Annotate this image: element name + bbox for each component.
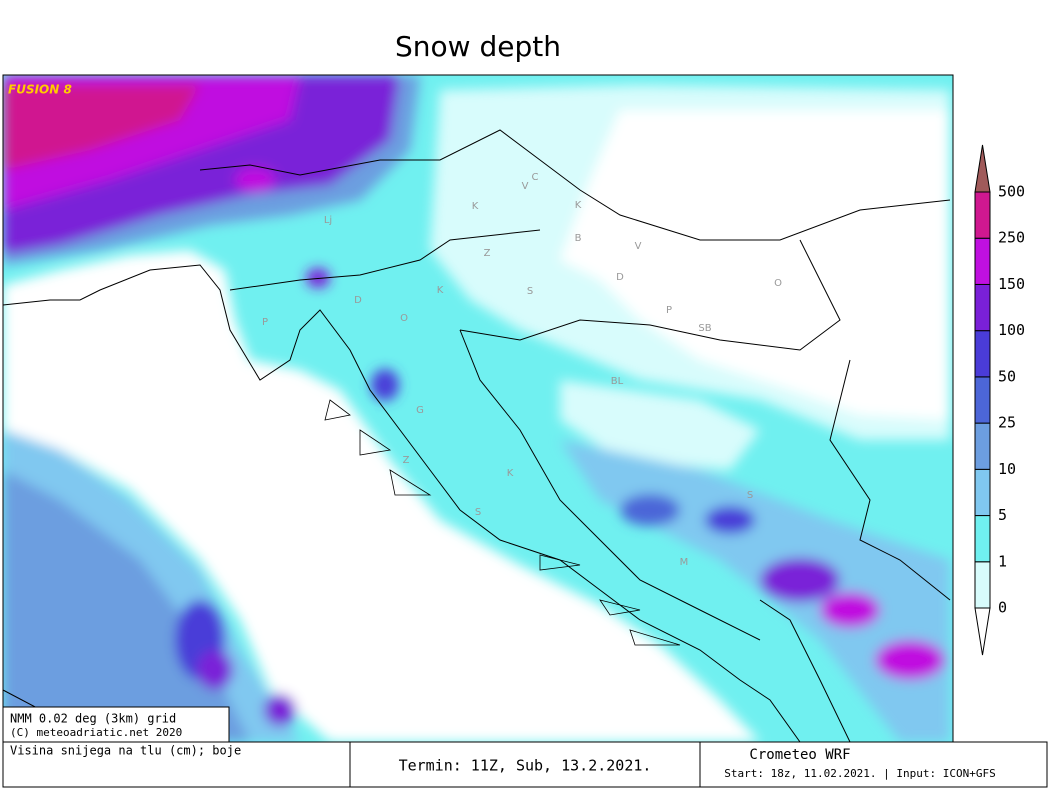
place-label: G: [416, 405, 424, 416]
termin: Termin: 11Z, Sub, 13.2.2021.: [399, 757, 652, 775]
model-tag: FUSION 8: [8, 83, 72, 97]
legend-label: 0: [998, 599, 1007, 617]
legend-label: 50: [998, 367, 1016, 385]
place-label: SB: [698, 323, 711, 334]
legend-label: 5: [998, 506, 1007, 524]
legend-label: 150: [998, 275, 1025, 293]
place-label: M: [680, 557, 689, 568]
legend-box: [974, 561, 991, 609]
model-name: Crometeo WRF: [749, 747, 850, 763]
place-label: Z: [484, 248, 491, 259]
place-label: K: [437, 285, 444, 296]
legend-box: [974, 376, 991, 424]
place-label: S: [747, 490, 753, 501]
place-label: K: [472, 201, 479, 212]
legend-high: [974, 144, 991, 193]
place-label: O: [774, 278, 782, 289]
legend-box: [974, 515, 991, 563]
info-box: [2, 706, 230, 743]
legend-label: 500: [998, 183, 1025, 201]
place-label: P: [666, 305, 672, 316]
place-label: Lj: [324, 215, 332, 226]
place-label: D: [354, 295, 362, 306]
legend-label: 1: [998, 552, 1007, 570]
legend-label: 250: [998, 229, 1025, 247]
legend-low: [974, 607, 991, 656]
variable-label: Visina snijega na tlu (cm); boje: [10, 744, 241, 758]
place-label: C: [532, 172, 539, 183]
place-label: K: [507, 468, 514, 479]
run-info: Start: 18z, 11.02.2021. | Input: ICON+GF…: [724, 767, 996, 780]
place-label: K: [575, 200, 582, 211]
place-label: S: [475, 507, 481, 518]
copyright: (C) meteoadriatic.net 2020: [10, 726, 182, 739]
place-label: D: [616, 272, 624, 283]
title: Snow depth: [395, 30, 561, 63]
legend-box: [974, 191, 991, 239]
legend-box: [974, 468, 991, 517]
place-label: B: [575, 233, 582, 244]
place-label: S: [527, 286, 533, 297]
legend-label: 100: [998, 321, 1025, 339]
place-label: O: [400, 313, 408, 324]
place-label: Z: [403, 455, 410, 466]
place-label: V: [635, 241, 642, 252]
place-label: P: [262, 317, 268, 328]
footer: [2, 741, 1048, 788]
place-label: BL: [611, 376, 624, 387]
legend-label: 10: [998, 460, 1016, 478]
legend-box: [974, 283, 991, 332]
legend-box: [974, 422, 991, 470]
legend-box: [974, 237, 991, 285]
grid-info: NMM 0.02 deg (3km) grid: [10, 712, 176, 726]
legend-label: 25: [998, 414, 1016, 432]
place-label: V: [522, 181, 529, 192]
legend: 0 1 5 10 25 50 100 150 250 500: [974, 144, 1025, 656]
legend-box: [974, 330, 991, 378]
